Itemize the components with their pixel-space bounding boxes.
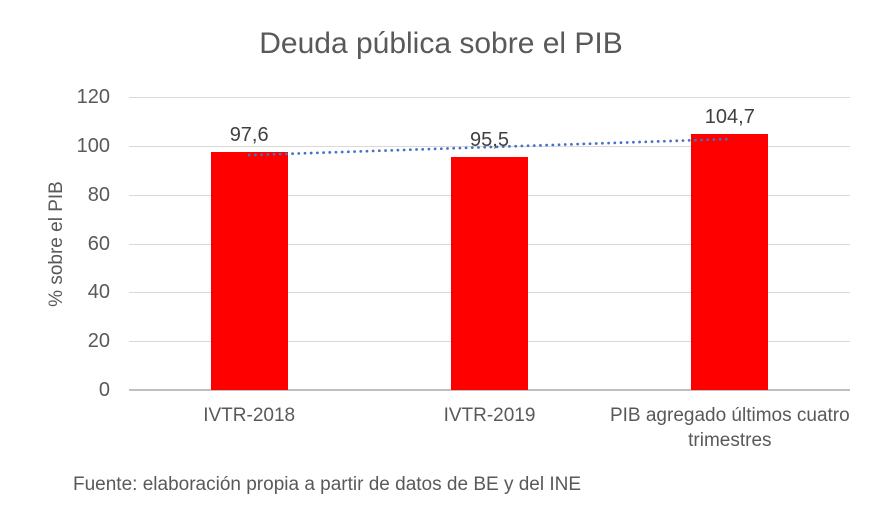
bar	[210, 151, 288, 390]
x-axis-line	[129, 389, 850, 391]
data-label: 104,7	[704, 106, 755, 129]
bar	[451, 156, 528, 390]
y-tick-label: 120	[76, 86, 110, 108]
source-note: Fuente: elaboración propia a partir de d…	[73, 474, 582, 495]
category-label: PIB agregado últimos cuatro trimestres	[609, 405, 850, 451]
chart-title: Deuda pública sobre el PIB	[259, 27, 623, 60]
y-tick-label: 0	[98, 379, 110, 401]
y-tick-label: 60	[87, 232, 110, 255]
y-tick-label: 20	[87, 330, 110, 353]
bar	[691, 134, 769, 390]
data-label: 95,5	[470, 128, 509, 151]
gridline	[129, 97, 850, 98]
category-label: IVTR-2018	[203, 405, 296, 426]
y-tick-label: 100	[76, 134, 110, 157]
y-tick-label: 80	[87, 183, 110, 206]
category-label: IVTR-2019	[443, 405, 536, 426]
data-label: 97,6	[229, 123, 269, 146]
y-tick-label: 40	[87, 281, 110, 304]
